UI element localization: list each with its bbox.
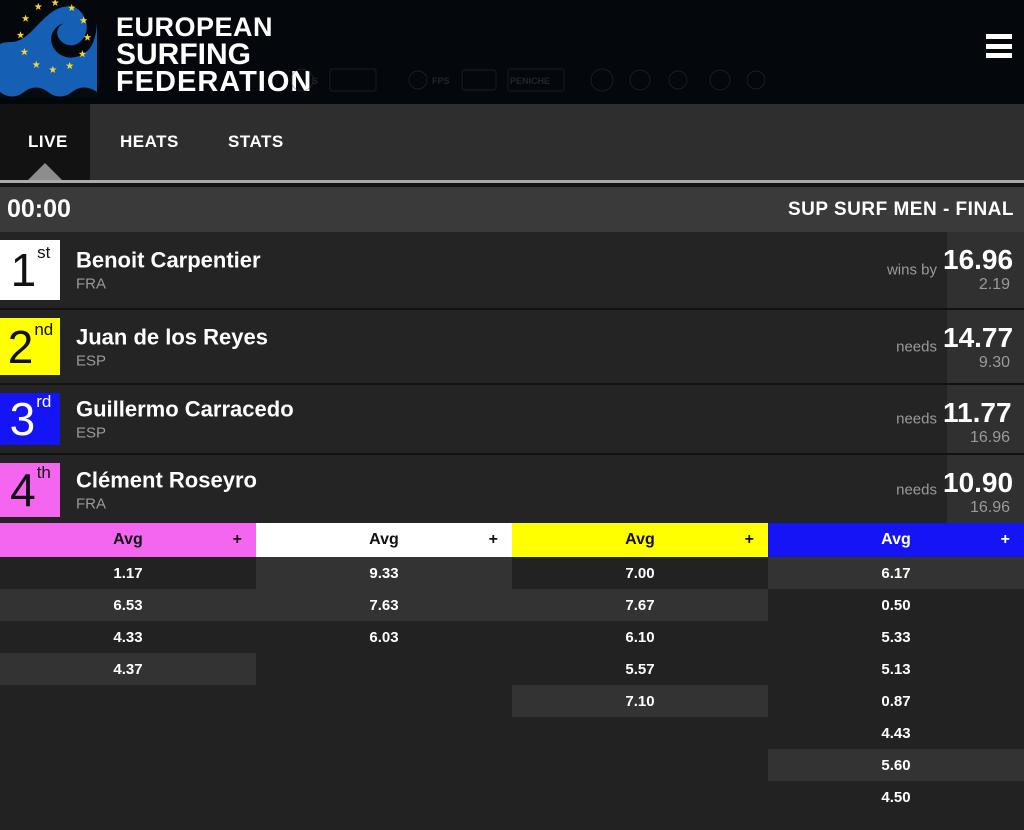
- svg-text:S: S: [312, 76, 318, 86]
- svg-text:FPS: FPS: [432, 76, 450, 86]
- svg-text:PENICHE: PENICHE: [510, 76, 550, 86]
